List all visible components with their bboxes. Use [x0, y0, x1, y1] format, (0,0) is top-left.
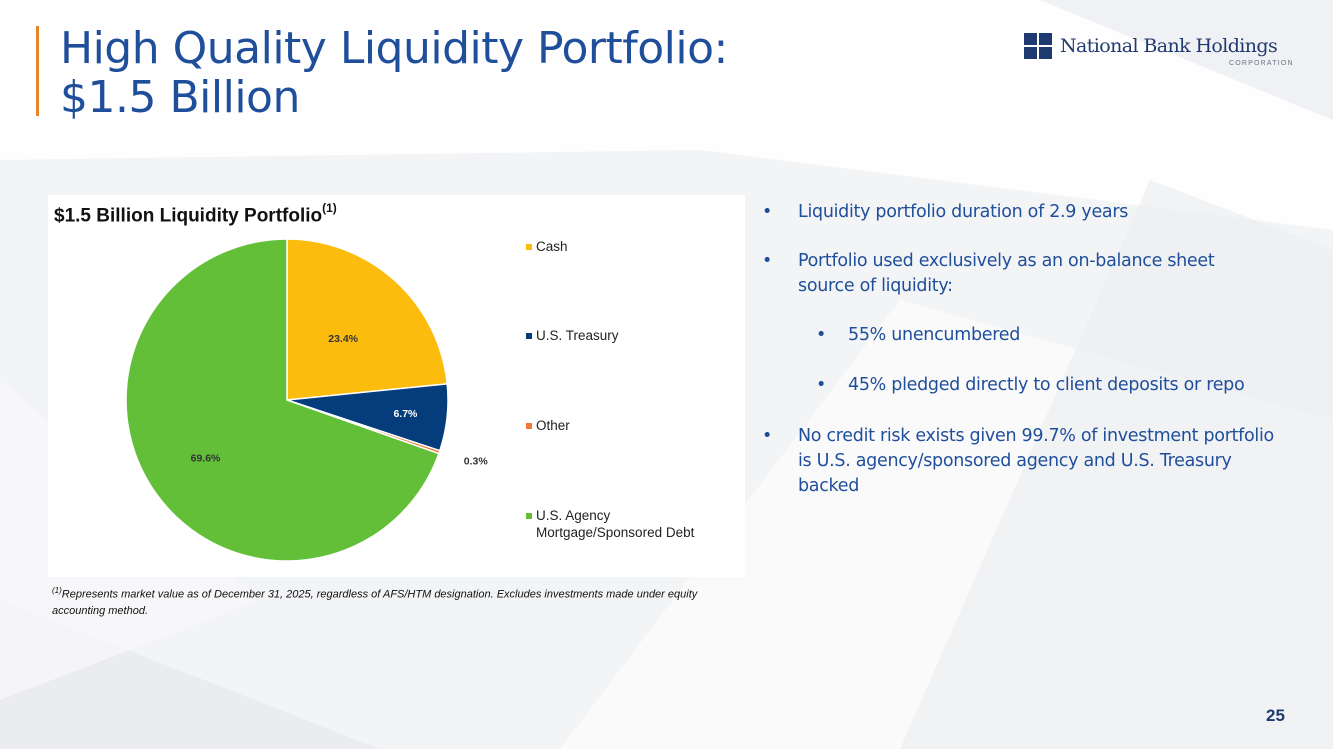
bullet-item: • 45% pledged directly to client deposit…	[816, 373, 1296, 398]
title-accent-bar	[36, 26, 39, 116]
pie-slice	[125, 238, 440, 562]
bullet-item: • No credit risk exists given 99.7% of i…	[762, 424, 1282, 499]
page-title: High Quality Liquidity Portfolio: $1.5 B…	[60, 24, 728, 122]
bullet-marker: •	[816, 375, 827, 395]
slice-data-label: 0.3%	[464, 455, 489, 467]
legend-label: Cash	[536, 239, 568, 254]
company-logo: National Bank Holdings CORPORATION	[1024, 33, 1294, 73]
page-title-line-1: High Quality Liquidity Portfolio:	[60, 23, 728, 74]
square-grid-icon	[1024, 33, 1054, 61]
footnote-text: Represents market value as of December 3…	[52, 588, 698, 617]
footnote-marker: (1)	[52, 586, 62, 595]
chart-panel: $1.5 Billion Liquidity Portfolio(1) 23.4…	[48, 195, 745, 577]
pie-chart: 23.4% 6.7% 0.3% 69.6%	[125, 238, 489, 562]
slice-data-label: 6.7%	[393, 408, 418, 420]
logo-name: National Bank Holdings	[1060, 35, 1278, 57]
page-number: 25	[1266, 706, 1285, 725]
legend-label: U.S. Treasury	[536, 328, 619, 343]
bullet-text: Liquidity portfolio duration of 2.9 year…	[798, 202, 1129, 222]
bullet-marker: •	[816, 325, 827, 345]
logo-subtitle: CORPORATION	[1229, 60, 1294, 67]
legend-swatch	[526, 423, 532, 429]
bullet-item: • Liquidity portfolio duration of 2.9 ye…	[762, 200, 1282, 225]
bullet-item: • 55% unencumbered	[816, 323, 1286, 348]
legend-swatch	[526, 513, 532, 519]
chart-title: $1.5 Billion Liquidity Portfolio(1)	[54, 201, 337, 227]
bullet-text: 55% unencumbered	[848, 325, 1021, 345]
legend-swatch	[526, 244, 532, 250]
bullet-item: • Portfolio used exclusively as an on-ba…	[762, 249, 1282, 299]
chart-title-text: $1.5 Billion Liquidity Portfolio	[54, 205, 323, 227]
bullet-text: Portfolio used exclusively as an on-bala…	[798, 251, 1215, 296]
page-title-line-2: $1.5 Billion	[60, 72, 300, 123]
chart-title-superscript: (1)	[322, 201, 337, 215]
pie-slice	[286, 238, 449, 401]
bullet-marker: •	[762, 251, 773, 271]
footnote: (1)Represents market value as of Decembe…	[52, 583, 742, 619]
bullet-marker: •	[762, 202, 773, 222]
legend-label: U.S. Agency Mortgage/Sponsored Debt	[536, 508, 695, 540]
bullet-marker: •	[762, 426, 773, 446]
bullet-text: 45% pledged directly to client deposits …	[848, 375, 1245, 395]
bullet-text: No credit risk exists given 99.7% of inv…	[798, 426, 1274, 496]
slice-data-label: 23.4%	[328, 333, 358, 345]
slice-data-label: 69.6%	[191, 453, 221, 465]
legend-swatch	[526, 333, 532, 339]
legend-label: Other	[536, 418, 570, 433]
